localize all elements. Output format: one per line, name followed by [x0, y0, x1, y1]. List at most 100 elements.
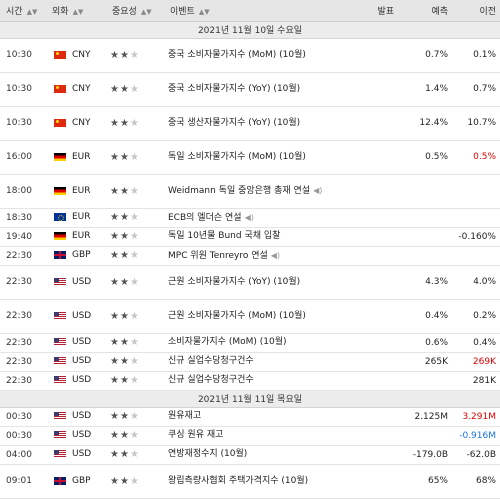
event-name[interactable]: MPC 위원 Tenreyro 연설: [168, 250, 268, 261]
star-icon: ★: [129, 231, 139, 242]
event-row[interactable]: 16:00 EUR ★★★ 독일 소비자물가지수 (MoM) (10월) 0.5% 0.5…: [0, 140, 500, 175]
event-row[interactable]: 22:30 USD ★★★ 근원 소비자물가지수 (MoM) (10월) 0.4% 0.2…: [0, 299, 500, 334]
event-forecast: [398, 174, 452, 209]
event-currency: USD: [46, 265, 106, 300]
col-header-importance[interactable]: 중요성 ▲▼: [106, 0, 164, 22]
event-name-cell[interactable]: Weidmann 독일 중앙은행 총재 연설 ◀): [164, 174, 342, 209]
event-row[interactable]: 09:01 GBP ★★★ 왕립측량사협회 주택가격지수 (10월) 65% 68%: [0, 464, 500, 499]
event-row[interactable]: 10:30 CNY ★★★ 중국 소비자물가지수 (YoY) (10월) 1.4% 0.7…: [0, 72, 500, 107]
event-name-cell[interactable]: 근원 소비자물가지수 (MoM) (10월): [164, 299, 342, 334]
event-row[interactable]: 22:30 USD ★★★ 신규 실업수당청구건수 265K 269K: [0, 352, 500, 372]
event-name-cell[interactable]: 독일 소비자물가지수 (MoM) (10월): [164, 140, 342, 175]
star-icon: ★: [119, 310, 129, 322]
event-name-cell[interactable]: 독일 10년물 Bund 국채 입찰: [164, 227, 342, 247]
event-actual: [342, 333, 398, 353]
star-icon: ★: [119, 411, 129, 422]
event-row[interactable]: 22:30 USD ★★★ 근원 소비자물가지수 (YoY) (10월) 4.3% 4.0…: [0, 265, 500, 300]
event-actual: [342, 246, 398, 266]
event-name-cell[interactable]: 신규 실업수당청구건수: [164, 352, 342, 372]
event-name[interactable]: 근원 소비자물가지수 (YoY) (10월): [168, 276, 301, 287]
event-actual: [342, 174, 398, 209]
event-name-cell[interactable]: 중국 소비자물가지수 (YoY) (10월): [164, 72, 342, 107]
event-time: 18:30: [0, 208, 46, 228]
currency-code: USD: [72, 375, 92, 386]
event-name-cell[interactable]: ECB의 엘더슨 연설 ◀): [164, 208, 342, 228]
event-name-cell[interactable]: 중국 생산자물가지수 (YoY) (10월): [164, 106, 342, 141]
star-icon: ★: [129, 117, 139, 129]
event-row[interactable]: 10:30 CNY ★★★ 중국 소비자물가지수 (MoM) (10월) 0.7% 0.1…: [0, 38, 500, 73]
speaker-icon: ◀): [244, 212, 254, 222]
event-forecast: 0.4%: [398, 299, 452, 334]
importance-stars: ★★★: [106, 265, 164, 300]
event-name[interactable]: 쿠싱 원유 재고: [168, 430, 224, 440]
sort-arrow-icon: ▲▼: [198, 7, 210, 16]
event-name-cell[interactable]: 근원 소비자물가지수 (YoY) (10월): [164, 265, 342, 300]
event-name-cell[interactable]: 연방재정수지 (10월): [164, 445, 342, 465]
event-row[interactable]: 19:40 EUR ★★★ 독일 10년물 Bund 국채 입찰 -0.160%: [0, 227, 500, 247]
event-name[interactable]: 신규 실업수당청구건수: [168, 375, 254, 385]
event-row[interactable]: 00:30 USD ★★★ 원유재고 2.125M 3.291M: [0, 407, 500, 427]
importance-stars: ★★★: [106, 299, 164, 334]
event-name-cell[interactable]: 원유재고: [164, 407, 342, 427]
event-name-cell[interactable]: 중국 소비자물가지수 (MoM) (10월): [164, 38, 342, 73]
importance-stars: ★★★: [106, 371, 164, 391]
event-previous: 281K: [452, 371, 500, 391]
event-name[interactable]: 독일 10년물 Bund 국채 입찰: [168, 231, 281, 241]
col-header-event[interactable]: 이벤트 ▲▼: [164, 0, 342, 22]
event-time: 22:30: [0, 352, 46, 372]
event-name[interactable]: 연방재정수지 (10월): [168, 449, 248, 459]
importance-stars: ★★★: [106, 227, 164, 247]
event-row[interactable]: 22:30 USD ★★★ 소비자물가지수 (MoM) (10월) 0.6% 0.4%: [0, 333, 500, 353]
star-icon: ★: [129, 356, 139, 367]
col-header-time[interactable]: 시간 ▲▼: [0, 0, 46, 22]
event-name[interactable]: 신규 실업수당청구건수: [168, 356, 254, 366]
star-icon: ★: [110, 430, 119, 441]
event-name[interactable]: 원유재고: [168, 411, 202, 421]
calendar-body: 2021년 11월 10일 수요일 10:30 CNY ★★★ 중국 소비자물가지수 (…: [0, 20, 500, 499]
event-name[interactable]: 소비자물가지수 (MoM) (10월): [168, 337, 287, 347]
event-actual: [342, 445, 398, 465]
event-row[interactable]: 18:30 EUR ★★★ ECB의 엘더슨 연설 ◀): [0, 208, 500, 228]
event-currency: GBP: [46, 246, 106, 266]
event-time: 22:30: [0, 371, 46, 391]
event-row[interactable]: 22:30 USD ★★★ 신규 실업수당청구건수 281K: [0, 371, 500, 391]
event-name[interactable]: 중국 소비자물가지수 (YoY) (10월): [168, 83, 301, 94]
event-name[interactable]: 중국 생산자물가지수 (YoY) (10월): [168, 117, 301, 128]
event-name[interactable]: Weidmann 독일 중앙은행 총재 연설: [168, 186, 311, 196]
importance-stars: ★★★: [106, 426, 164, 446]
event-row[interactable]: 18:00 EUR ★★★ Weidmann 독일 중앙은행 총재 연설 ◀): [0, 174, 500, 209]
event-row[interactable]: 04:00 USD ★★★ 연방재정수지 (10월) -179.0B -62.0B: [0, 445, 500, 465]
importance-stars: ★★★: [106, 352, 164, 372]
event-currency: USD: [46, 352, 106, 372]
flag-us-icon: [54, 412, 66, 421]
event-name-cell[interactable]: MPC 위원 Tenreyro 연설 ◀): [164, 246, 342, 266]
event-time: 22:30: [0, 246, 46, 266]
star-icon: ★: [110, 375, 119, 386]
event-name[interactable]: 독일 소비자물가지수 (MoM) (10월): [168, 151, 306, 162]
event-currency: EUR: [46, 227, 106, 247]
event-name[interactable]: 중국 소비자물가지수 (MoM) (10월): [168, 49, 306, 60]
sort-arrow-icon: ▲▼: [26, 7, 38, 16]
event-time: 00:30: [0, 407, 46, 427]
event-row[interactable]: 00:30 USD ★★★ 쿠싱 원유 재고 -0.916M: [0, 426, 500, 446]
star-icon: ★: [110, 185, 119, 197]
col-header-currency[interactable]: 외화 ▲▼: [46, 0, 106, 22]
star-icon: ★: [110, 250, 119, 261]
event-currency: EUR: [46, 174, 106, 209]
currency-code: GBP: [72, 250, 91, 261]
event-row[interactable]: 10:30 CNY ★★★ 중국 생산자물가지수 (YoY) (10월) 12.4% 10…: [0, 106, 500, 141]
star-icon: ★: [129, 449, 139, 460]
event-name[interactable]: 근원 소비자물가지수 (MoM) (10월): [168, 310, 306, 321]
event-previous: [452, 174, 500, 209]
event-row[interactable]: 22:30 GBP ★★★ MPC 위원 Tenreyro 연설 ◀): [0, 246, 500, 266]
event-name-cell[interactable]: 왕립측량사협회 주택가격지수 (10월): [164, 464, 342, 499]
event-name-cell[interactable]: 신규 실업수당청구건수: [164, 371, 342, 391]
event-name[interactable]: ECB의 엘더슨 연설: [168, 212, 242, 223]
flag-us-icon: [54, 338, 66, 347]
event-actual: [342, 352, 398, 372]
event-name-cell[interactable]: 소비자물가지수 (MoM) (10월): [164, 333, 342, 353]
star-icon: ★: [119, 337, 129, 348]
event-name-cell[interactable]: 쿠싱 원유 재고: [164, 426, 342, 446]
event-name[interactable]: 왕립측량사협회 주택가격지수 (10월): [168, 475, 309, 486]
